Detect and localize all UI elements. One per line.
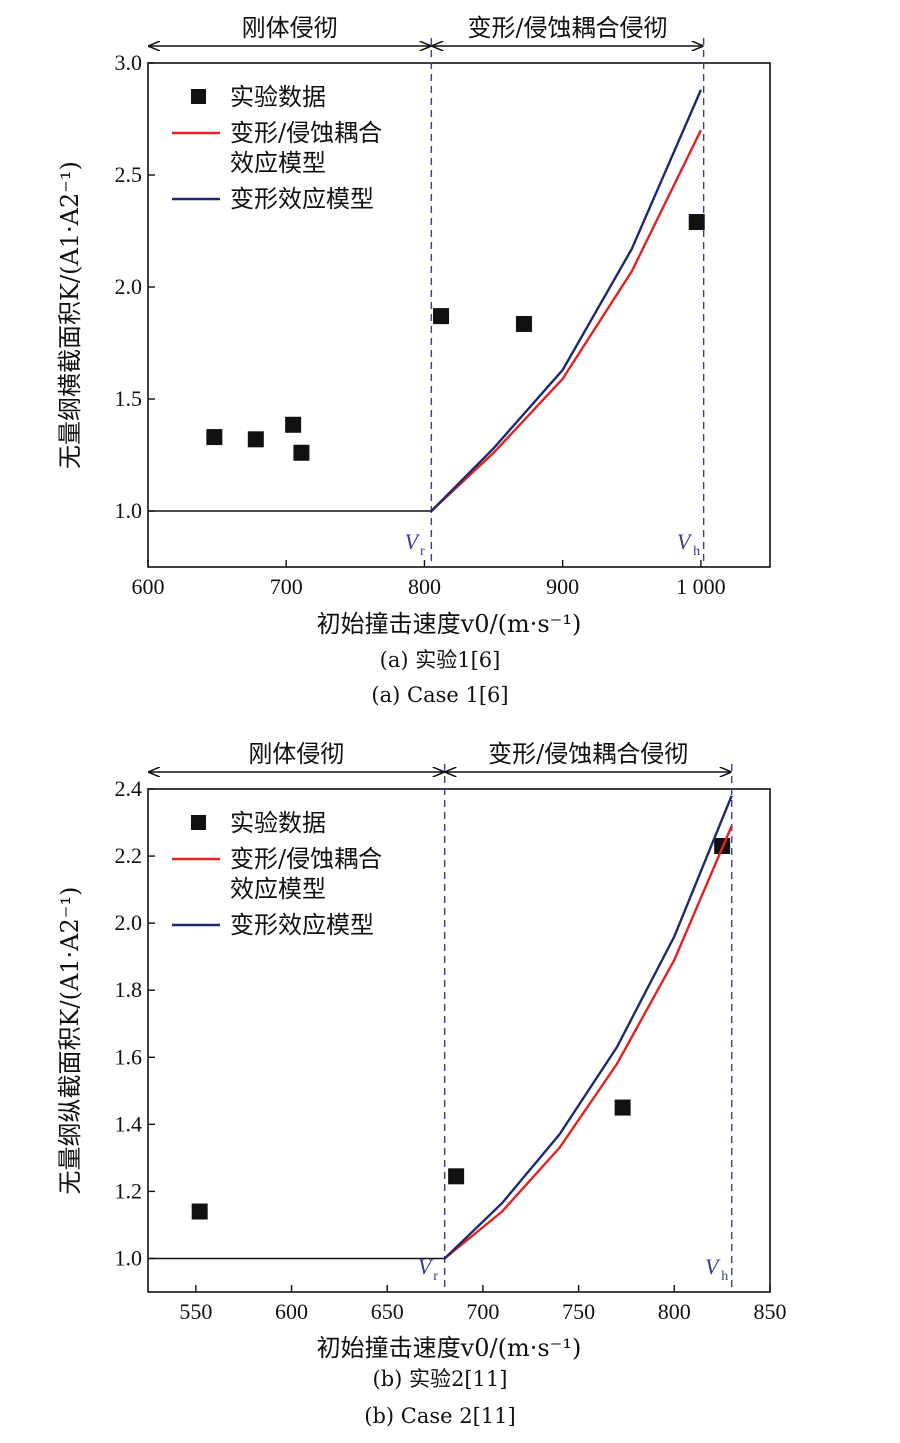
x-tick-label: 750 <box>562 1299 595 1324</box>
x-axis-label: 初始撞击速度v0/(m·s⁻¹) <box>317 610 582 638</box>
data-point-experiment <box>614 1099 631 1116</box>
series-line-deformation-model <box>443 795 733 1260</box>
x-tick-label: 700 <box>466 1299 499 1324</box>
legend-label-coupled-1: 变形/侵蚀耦合 <box>230 119 382 147</box>
caption-line-2: (b) Case 2[11] <box>364 1404 515 1428</box>
vh-subscript: h <box>693 544 700 559</box>
y-tick-label: 1.6 <box>115 1044 143 1069</box>
legend-label-coupled-1: 变形/侵蚀耦合 <box>230 845 382 873</box>
x-tick-label: 700 <box>270 574 303 599</box>
region-label-rigid: 刚体侵彻 <box>242 14 338 42</box>
data-point-experiment <box>285 416 302 433</box>
x-tick-label: 850 <box>754 1299 787 1324</box>
y-tick-label: 1.0 <box>115 498 143 523</box>
x-axis-label: 初始撞击速度v0/(m·s⁻¹) <box>317 1334 582 1362</box>
legend-label-coupled-2: 效应模型 <box>230 149 326 177</box>
x-tick-label: 1 000 <box>676 574 726 599</box>
legend-label-experiment: 实验数据 <box>230 83 326 111</box>
y-tick-label: 3.0 <box>115 50 143 75</box>
legend-marker-experiment <box>191 815 206 830</box>
data-point-experiment <box>515 315 532 332</box>
y-tick-label: 2.5 <box>115 162 143 187</box>
region-label-rigid: 刚体侵彻 <box>248 740 344 768</box>
legend-label-experiment: 实验数据 <box>230 809 326 837</box>
y-tick-label: 1.0 <box>115 1245 143 1270</box>
series-line-deformation-model <box>430 89 703 512</box>
series-line-coupled-model <box>430 129 702 512</box>
vh-label: V <box>677 529 693 554</box>
y-tick-label: 2.2 <box>115 843 143 868</box>
legend-label-coupled-2: 效应模型 <box>230 875 326 903</box>
y-axis-label: 无量纲横截面积K/(A1·A2⁻¹) <box>56 161 84 469</box>
vr-label: V <box>418 1254 434 1279</box>
y-tick-label: 1.8 <box>115 977 143 1002</box>
caption-line-1: (b) 实验2[11] <box>373 1367 508 1391</box>
y-tick-label: 1.4 <box>115 1111 143 1136</box>
region-label-coupled: 变形/侵蚀耦合侵彻 <box>488 740 688 768</box>
y-tick-label: 2.0 <box>115 910 143 935</box>
data-point-experiment <box>206 429 223 446</box>
x-tick-label: 900 <box>546 574 579 599</box>
data-point-experiment <box>448 1168 465 1185</box>
legend-marker-experiment <box>191 89 206 104</box>
x-tick-label: 600 <box>132 574 165 599</box>
legend-label-deformation: 变形效应模型 <box>230 911 374 939</box>
y-tick-label: 1.5 <box>115 386 143 411</box>
data-point-experiment <box>247 431 264 448</box>
legend-label-deformation: 变形效应模型 <box>230 185 374 213</box>
series-line-coupled-model <box>443 825 733 1260</box>
data-point-experiment <box>688 214 705 231</box>
x-tick-label: 600 <box>275 1299 308 1324</box>
data-point-experiment <box>293 444 310 461</box>
y-tick-label: 2.4 <box>115 776 143 801</box>
caption-line-1: (a) 实验1[6] <box>380 648 501 672</box>
plot-frame <box>147 62 771 568</box>
x-tick-label: 650 <box>371 1299 404 1324</box>
y-tick-label: 1.2 <box>115 1178 143 1203</box>
y-axis-label: 无量纲纵截面积K/(A1·A2⁻¹) <box>56 887 84 1195</box>
data-point-experiment <box>433 308 450 325</box>
vr-subscript: r <box>433 1269 438 1284</box>
vh-subscript: h <box>721 1269 728 1284</box>
vh-label: V <box>705 1254 721 1279</box>
vr-subscript: r <box>420 544 425 559</box>
plot-frame <box>147 788 771 1293</box>
region-label-coupled: 变形/侵蚀耦合侵彻 <box>467 14 667 42</box>
x-tick-label: 800 <box>658 1299 691 1324</box>
x-tick-label: 550 <box>179 1299 212 1324</box>
data-point-experiment <box>191 1203 208 1220</box>
vr-label: V <box>405 529 421 554</box>
y-tick-label: 2.0 <box>115 274 143 299</box>
caption-line-2: (a) Case 1[6] <box>371 683 508 707</box>
chart-case-2: 1.0 1.2 1.4 1.6 1.8 2.0 2.2 2.4 550 600 650 700 750 8… <box>56 740 787 1428</box>
x-tick-label: 800 <box>408 574 441 599</box>
